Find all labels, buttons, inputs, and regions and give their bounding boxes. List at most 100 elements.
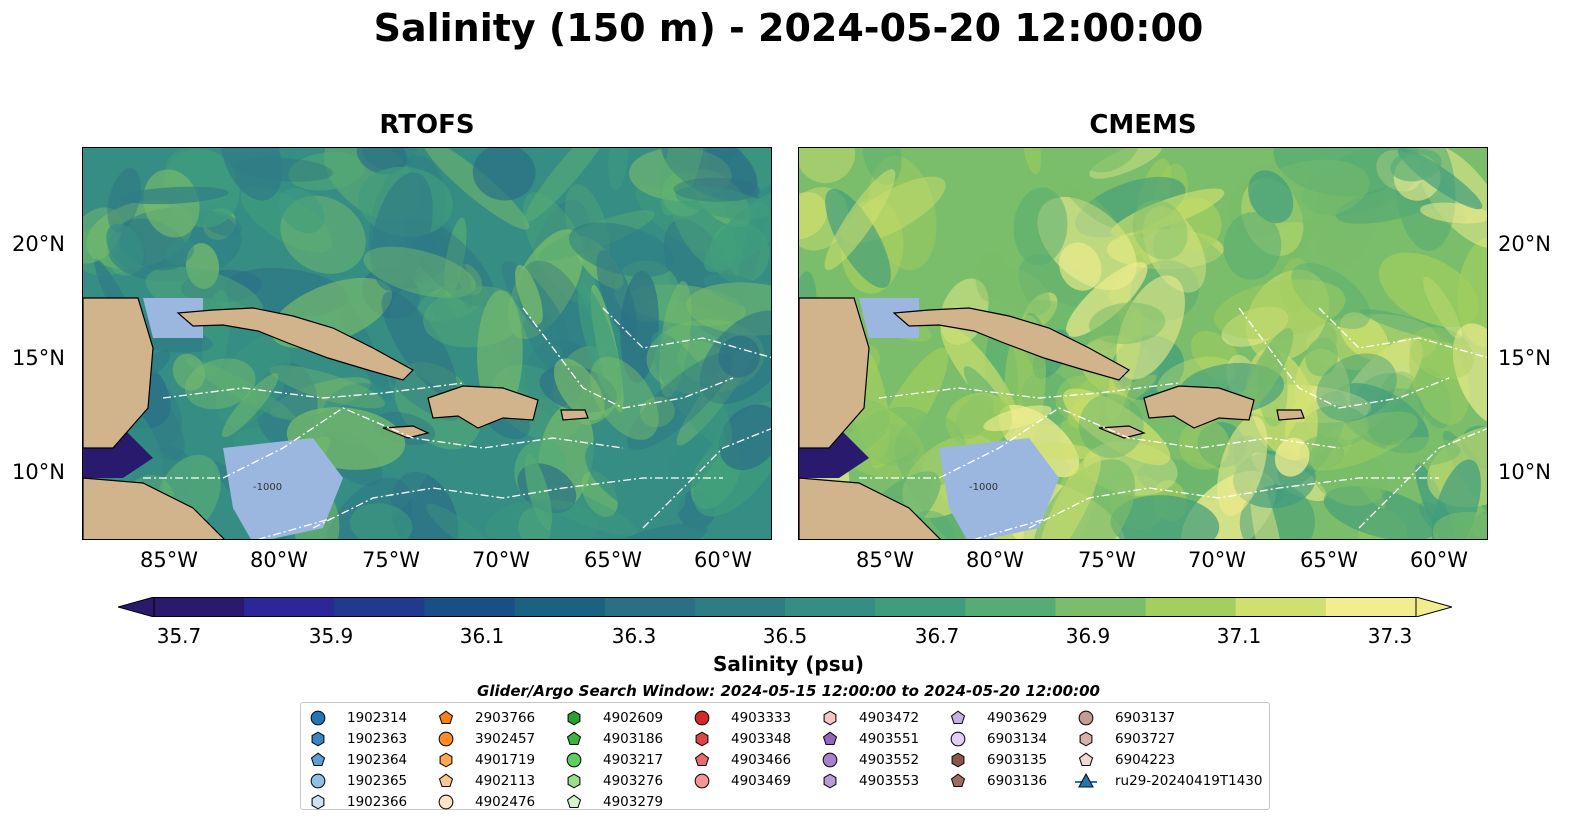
legend-entry: 4902609 [563, 707, 663, 728]
salinity-patch [172, 353, 206, 391]
circle-marker-icon [438, 731, 454, 746]
legend-column: 4903629 6903134 6903135 6903136 [947, 707, 1047, 791]
salinity-patch [373, 436, 436, 521]
salinity-patch [718, 335, 761, 378]
lon-tick-label: 70°W [472, 548, 530, 572]
contour-label: -1000 [969, 482, 998, 493]
lon-tick-label: 75°W [362, 548, 420, 572]
colorbar-segment [1145, 597, 1237, 617]
legend-label: 1902364 [347, 751, 408, 768]
salinity-patch [1378, 252, 1479, 328]
salinity-patch [349, 503, 413, 539]
circle-marker-icon [310, 710, 326, 725]
salinity-patch [626, 352, 733, 450]
salinity-patch [278, 188, 325, 234]
circle-marker-icon [822, 752, 838, 767]
salinity-patch [718, 404, 771, 471]
colorbar-tick-label: 36.1 [459, 624, 505, 648]
salinity-patch [1273, 148, 1403, 197]
legend-label: 1902366 [347, 793, 408, 810]
colorbar-segment [785, 597, 876, 617]
salinity-patch [568, 222, 676, 278]
salinity-patch [824, 169, 896, 271]
salinity-patch [983, 405, 1052, 432]
legend-label: 1902314 [347, 709, 408, 726]
legend-label: 3902457 [475, 730, 536, 747]
salinity-patch [269, 365, 385, 409]
salinity-colorbar [116, 596, 1454, 618]
salinity-patch [1280, 257, 1312, 313]
salinity-patch [945, 392, 1013, 448]
legend-label: 4903279 [603, 793, 664, 810]
salinity-patch [1032, 459, 1136, 539]
land-mass [892, 307, 1130, 381]
pentagon-marker-icon [950, 773, 966, 787]
colorbar-tick-label: 36.3 [611, 624, 657, 648]
legend-entry: 4903217 [563, 749, 663, 770]
circle-marker-icon [438, 794, 454, 809]
salinity-patch [381, 291, 457, 397]
legend-label: 4903186 [603, 730, 664, 747]
lon-tick-label: 60°W [694, 548, 752, 572]
salinity-patch [356, 148, 407, 175]
salinity-patch [425, 503, 501, 539]
eez-boundary [143, 407, 624, 479]
cmems-map-panel[interactable]: -1000 [798, 147, 1488, 540]
hexagon-marker-icon [439, 752, 453, 767]
legend-label: 1902363 [347, 730, 408, 747]
legend-entry: 4903466 [691, 749, 791, 770]
colorbar-extend-high [1415, 596, 1454, 618]
legend-label: 4903469 [731, 772, 792, 789]
lat-tick-label: 10°N [12, 460, 65, 484]
lon-tick-label: 85°W [856, 548, 914, 572]
legend-column: 1902314 1902363 1902364 1902365 1902366 [307, 707, 407, 812]
salinity-patch [590, 356, 659, 440]
rtofs-map-panel[interactable]: -1000 [82, 147, 772, 540]
salinity-patch [1299, 436, 1345, 469]
salinity-patch [1013, 187, 1068, 266]
salinity-patch [660, 148, 706, 216]
land-mass [382, 425, 430, 439]
shelf-area [859, 298, 919, 338]
salinity-patch [444, 217, 467, 297]
legend-label: 4902113 [475, 772, 536, 789]
salinity-patch [477, 290, 523, 417]
salinity-patch [650, 332, 733, 448]
salinity-patch [185, 243, 220, 289]
colorbar-segment [1325, 597, 1417, 617]
legend-entry: 6903137 [1075, 707, 1262, 728]
salinity-patch [288, 151, 366, 191]
pentagon-marker-icon [950, 710, 966, 724]
legend-entry: 6903727 [1075, 728, 1262, 749]
lat-tick-label: 20°N [1498, 232, 1551, 256]
salinity-patch [1064, 184, 1117, 228]
legend-entry: 4902476 [435, 791, 535, 812]
salinity-patch [639, 396, 675, 428]
legend-label: 4903466 [731, 751, 792, 768]
colorbar-title: Salinity (psu) [712, 652, 864, 676]
salinity-patch [703, 187, 771, 273]
circle-marker-icon [1078, 710, 1094, 725]
legend-label: 4903217 [603, 751, 664, 768]
pentagon-marker-icon [822, 731, 838, 745]
legend-label: 6903137 [1115, 709, 1176, 726]
legend-entry: 4903279 [563, 791, 663, 812]
salinity-patch [1250, 476, 1285, 539]
salinity-patch [1221, 306, 1289, 347]
salinity-patch [986, 266, 1051, 316]
pentagon-marker-icon [566, 794, 582, 808]
land-mass [176, 307, 414, 381]
legend-label: 6903727 [1115, 730, 1176, 747]
land-mass [799, 477, 941, 539]
colorbar-extend-low [116, 596, 155, 618]
circle-marker-icon [950, 731, 966, 746]
land-mass [799, 297, 870, 449]
legend-label: 4903348 [731, 730, 792, 747]
salinity-patch [165, 238, 195, 265]
salinity-patch [185, 357, 297, 421]
circle-marker-icon [566, 752, 582, 767]
salinity-patch [1242, 328, 1294, 411]
legend-column: 4902609 4903186 4903217 4903276 4903279 [563, 707, 663, 812]
colorbar-svg [116, 596, 1454, 618]
salinity-patch [1305, 337, 1339, 377]
